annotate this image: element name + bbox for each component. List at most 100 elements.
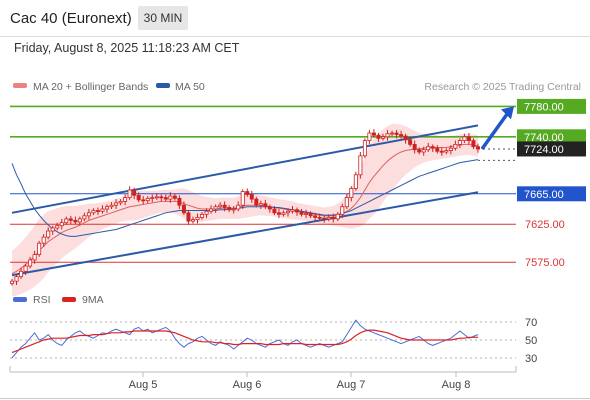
header: Cac 40 (Euronext) 30 MIN — [0, 0, 590, 36]
candle — [254, 198, 259, 206]
candle — [263, 203, 268, 208]
candle — [150, 197, 155, 200]
candle — [204, 210, 209, 215]
candle — [421, 149, 426, 153]
candle — [19, 270, 24, 278]
candle — [417, 149, 422, 153]
candle — [299, 211, 304, 215]
forecast-arrow-shaft — [480, 110, 511, 150]
rsi-legend-label: RSI — [33, 294, 51, 306]
candle — [331, 216, 336, 220]
price-tag-text: 7780.00 — [524, 101, 564, 113]
ma20-legend-label: MA 20 + Bollinger Bands — [33, 81, 148, 93]
rsi-line — [11, 319, 479, 359]
support-label: 7575.00 — [525, 257, 565, 269]
candle — [385, 133, 390, 138]
candle — [448, 147, 453, 151]
candle — [295, 209, 300, 213]
price-tag-text: 7665.00 — [524, 189, 564, 201]
candle — [240, 191, 245, 206]
candle — [123, 197, 128, 202]
ma50-legend-swatch — [156, 83, 170, 88]
candle — [426, 146, 431, 151]
candle — [190, 219, 195, 222]
rsi-ma-line — [11, 329, 478, 354]
candle — [50, 227, 55, 232]
candle — [435, 147, 440, 152]
candle — [390, 132, 395, 135]
candle — [105, 206, 110, 210]
candle — [200, 213, 205, 218]
candle — [276, 212, 281, 215]
candle — [231, 208, 236, 211]
candle — [322, 217, 327, 220]
candle — [403, 135, 408, 141]
candle — [236, 204, 241, 210]
credit-text: Research © 2025 Trading Central — [424, 81, 581, 93]
candle — [86, 212, 91, 217]
candle — [141, 199, 146, 202]
candle — [163, 197, 168, 200]
candle — [82, 215, 87, 220]
candle — [172, 195, 177, 199]
candle — [430, 146, 435, 149]
candle — [218, 204, 223, 208]
candle — [335, 213, 340, 220]
x-axis: Aug 5 Aug 6 Aug 7 Aug 8 — [129, 372, 470, 391]
candle — [344, 197, 349, 208]
candle — [349, 188, 354, 198]
candle — [23, 265, 28, 272]
candle — [68, 218, 73, 221]
candle — [272, 208, 277, 214]
support-label: 7625.00 — [525, 219, 565, 231]
rsi-panel: 70 50 30 — [10, 317, 537, 365]
candle — [91, 210, 96, 214]
timeframe-button[interactable]: 30 MIN — [138, 6, 188, 30]
price-tag-7780.00 — [517, 98, 586, 114]
rsi-ma-legend-swatch — [62, 297, 76, 302]
channel-upper-line — [11, 124, 479, 214]
candle — [471, 140, 476, 148]
candle — [154, 196, 159, 199]
rsi-tick-label: 30 — [525, 353, 537, 365]
ma50-line — [11, 159, 479, 237]
candle — [399, 134, 404, 137]
candle — [326, 216, 331, 220]
price-tag-7665.00 — [517, 186, 586, 202]
candle — [209, 208, 214, 212]
candle — [118, 200, 123, 204]
candle — [453, 143, 458, 149]
candle — [304, 213, 309, 215]
candle — [41, 236, 46, 244]
rsi-legend-swatch — [13, 297, 27, 302]
candle — [308, 213, 313, 217]
candle — [145, 197, 150, 202]
candle — [394, 132, 399, 135]
candle — [46, 230, 51, 238]
candle — [281, 212, 286, 215]
candle — [249, 194, 254, 200]
candle — [73, 219, 78, 223]
candle — [114, 202, 119, 206]
price-tag-text: 7724.00 — [524, 144, 564, 156]
price-tag-text: 7740.00 — [524, 132, 564, 144]
candle — [100, 208, 105, 212]
x-tick-label: Aug 7 — [337, 379, 366, 391]
candle — [95, 210, 100, 212]
channel-lower-line — [11, 191, 479, 277]
candle — [317, 216, 322, 219]
candle — [222, 204, 227, 208]
x-tick-label: Aug 6 — [233, 379, 262, 391]
rsi-tick-label: 70 — [525, 317, 537, 329]
candle — [285, 210, 290, 214]
x-tick-label: Aug 5 — [129, 379, 158, 391]
candle — [353, 174, 358, 189]
candle — [37, 242, 42, 255]
timestamp: Friday, August 8, 2025 11:18:23 AM CET — [14, 41, 240, 55]
candle — [457, 140, 462, 145]
candle — [227, 207, 232, 211]
candle — [340, 206, 345, 215]
candle — [109, 204, 114, 208]
